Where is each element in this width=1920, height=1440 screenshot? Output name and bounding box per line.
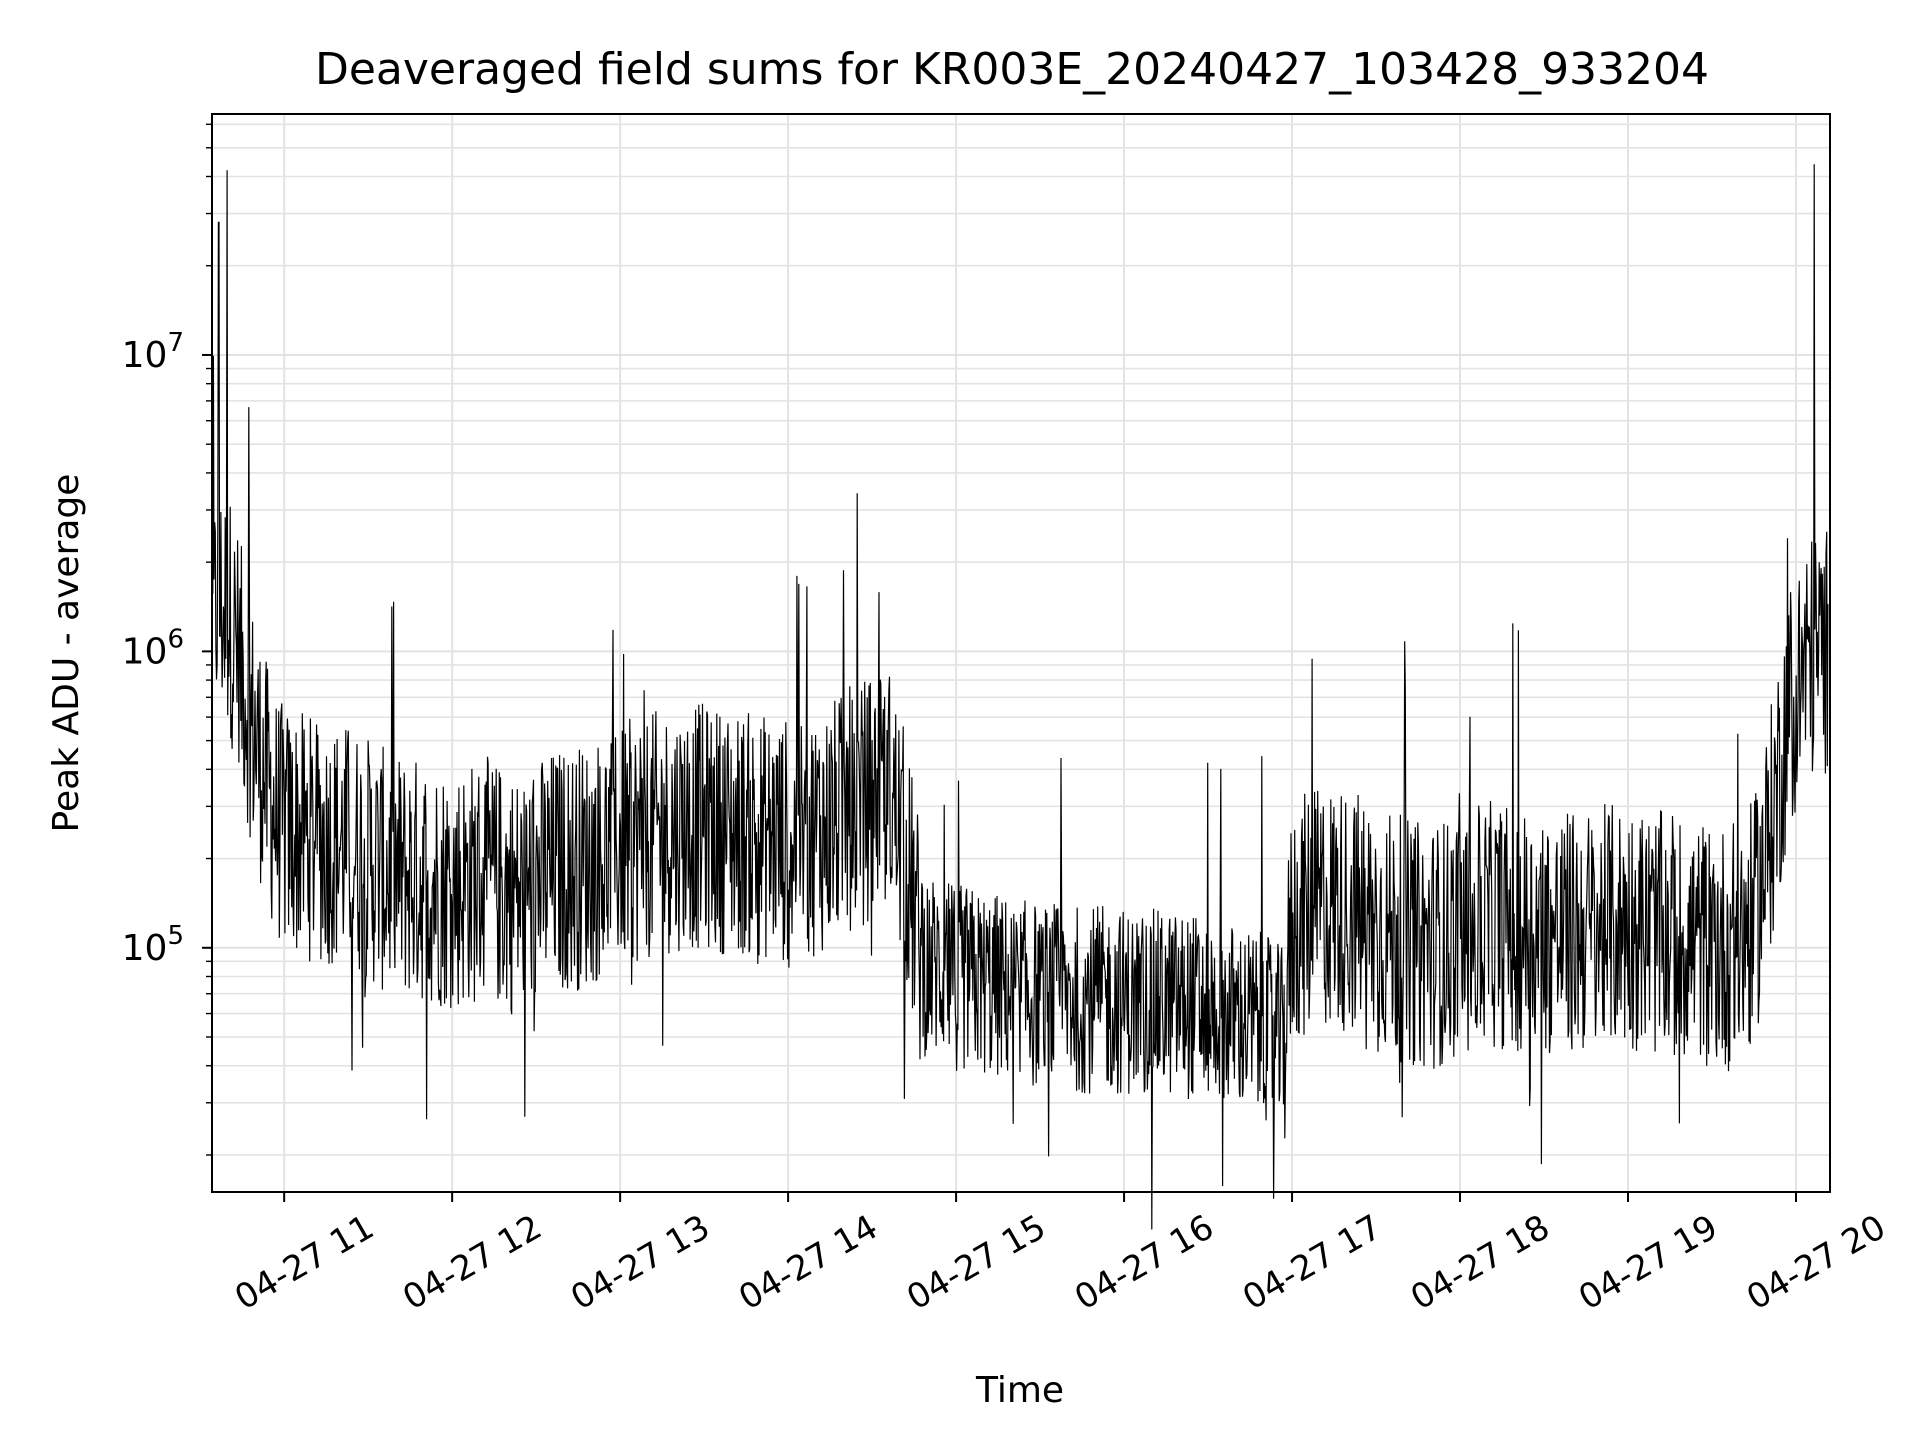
grid <box>212 114 1830 1192</box>
series-line <box>212 164 1829 1230</box>
y-axis-ticks: 105 106 107 <box>122 123 212 1156</box>
x-axis-label: Time <box>975 1370 1064 1411</box>
chart-title: Deaveraged field sums for KR003E_2024042… <box>315 44 1709 95</box>
plot-frame <box>211 113 1831 1193</box>
y-tick-label: 107 <box>122 328 184 376</box>
y-tick-label: 106 <box>122 624 184 672</box>
y-axis-label: Peak ADU - average <box>46 474 87 833</box>
y-tick-label: 105 <box>122 921 184 969</box>
data-trace <box>212 164 1829 1230</box>
